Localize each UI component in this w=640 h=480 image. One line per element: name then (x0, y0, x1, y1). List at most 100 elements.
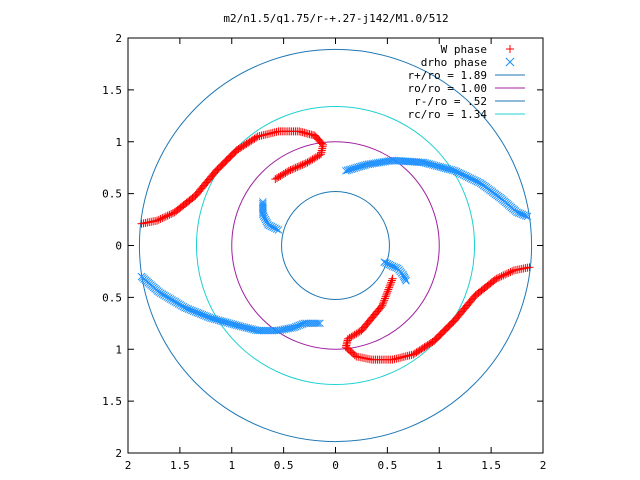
y-tick-label: 0 (115, 240, 122, 253)
cross-marker (189, 307, 198, 316)
cross-marker (182, 304, 191, 313)
cross-marker (259, 326, 268, 335)
cross-marker (386, 156, 395, 165)
cross-marker (207, 314, 215, 322)
cross-marker (208, 314, 217, 323)
cross-marker (238, 322, 247, 331)
cross-marker (471, 176, 480, 185)
cross-marker (454, 168, 463, 177)
cross-marker (262, 217, 271, 226)
x-tick-label: 1.5 (170, 459, 190, 472)
cross-marker (181, 303, 189, 312)
cross-marker (469, 176, 478, 184)
circle-r-ro-52 (281, 191, 390, 300)
x-tick-label: 0.5 (274, 459, 294, 472)
cross-marker (260, 213, 269, 222)
cross-marker (302, 319, 311, 328)
circle-r-ro-1-89 (138, 48, 533, 443)
cross-marker (265, 326, 273, 335)
x-tick-label: 2 (125, 459, 132, 472)
cross-marker (216, 316, 225, 325)
cross-marker (259, 210, 267, 219)
cross-marker (263, 326, 271, 335)
cross-marker (205, 313, 214, 322)
y-tick-label: 2 (115, 447, 122, 460)
cross-marker (300, 319, 309, 328)
cross-marker (387, 261, 395, 270)
cross-marker (268, 326, 277, 335)
series-drho-phase (137, 156, 532, 335)
cross-marker (521, 211, 530, 220)
cross-marker (459, 171, 468, 179)
cross-marker (264, 220, 272, 229)
y-tick-label: 2 (115, 32, 122, 45)
cross-marker (400, 273, 409, 282)
series-w-phase (137, 127, 534, 364)
cross-marker (196, 310, 205, 318)
cross-marker (270, 326, 279, 335)
x-tick-label: 1.5 (481, 459, 501, 472)
cross-marker (312, 319, 320, 328)
cross-marker (520, 211, 528, 219)
cross-marker (231, 321, 239, 329)
cross-marker (210, 315, 219, 324)
y-tick-label: 1.5 (102, 84, 122, 97)
legend-label: rc/ro = 1.34 (408, 108, 488, 121)
cross-marker (259, 208, 267, 217)
cross-marker (310, 319, 318, 328)
cross-marker (227, 319, 236, 328)
cross-marker (253, 326, 262, 335)
cross-marker (248, 325, 256, 334)
cross-marker (385, 260, 394, 269)
cross-marker (234, 322, 243, 330)
cross-marker (516, 209, 525, 218)
cross-marker (380, 258, 389, 266)
cross-marker (191, 308, 200, 316)
y-tick-label: 1.5 (102, 395, 122, 408)
cross-marker (242, 323, 251, 332)
cross-marker (195, 309, 203, 318)
cross-marker (304, 319, 313, 328)
cross-marker (221, 318, 230, 327)
cross-marker (198, 310, 207, 319)
cross-marker (523, 212, 532, 221)
cross-marker (473, 177, 482, 186)
cross-marker (212, 315, 221, 324)
cross-marker (220, 317, 228, 326)
data-points (137, 127, 534, 364)
cross-marker (514, 209, 523, 217)
cross-marker (267, 326, 275, 335)
legend-label: W phase (441, 43, 487, 56)
circle-rc-ro-1-34 (195, 105, 476, 386)
cross-marker (225, 319, 234, 328)
cross-marker (316, 319, 324, 328)
cross-marker (452, 167, 461, 176)
cross-marker (267, 222, 276, 231)
cross-marker (505, 57, 515, 67)
reference-circles (138, 48, 533, 443)
cross-marker (272, 225, 281, 233)
cross-marker (223, 318, 232, 327)
y-tick-label: 0.5 (102, 291, 122, 304)
cross-marker (457, 170, 466, 178)
cross-marker (236, 322, 245, 331)
y-tick-label: 1 (115, 343, 122, 356)
cross-marker (184, 305, 193, 313)
legend-label: drho phase (421, 56, 487, 69)
cross-marker (271, 224, 279, 233)
cross-marker (388, 262, 397, 271)
cross-marker (401, 275, 410, 284)
cross-marker (246, 324, 254, 333)
cross-marker (466, 174, 475, 183)
cross-marker (402, 276, 410, 285)
cross-marker (274, 226, 283, 234)
cross-marker (461, 171, 470, 180)
cross-marker (449, 166, 457, 175)
cross-marker (255, 326, 264, 335)
cross-marker (456, 169, 464, 178)
axis-ticks: 2 1.5 1 0.5 0 0.5 1 1.5 221.510.500.511.52 (102, 32, 546, 472)
cross-marker (193, 308, 202, 317)
cross-marker (450, 166, 459, 175)
